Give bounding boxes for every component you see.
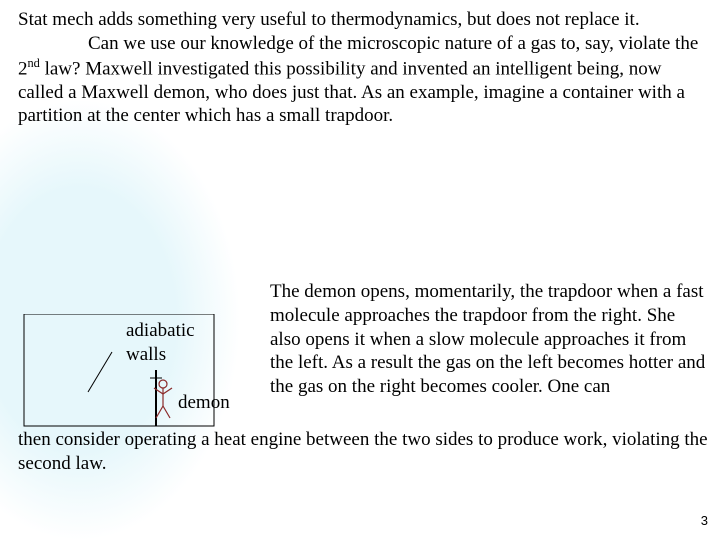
lower-right-text: The demon opens, momentarily, the trapdo… — [270, 280, 710, 399]
para2-tail: law? Maxwell investigated this possibili… — [18, 58, 685, 127]
demon-leg-right — [163, 406, 170, 418]
top-paragraphs: Stat mech adds something very useful to … — [0, 0, 720, 136]
label-demon: demon — [178, 392, 230, 414]
pointer-line — [88, 352, 112, 392]
container-diagram: adiabatic walls demon — [18, 314, 248, 444]
para2-sup: nd — [28, 56, 40, 70]
demon-arm-right — [163, 388, 172, 394]
para1-text: Stat mech adds something very useful to … — [18, 9, 640, 30]
label-walls: walls — [126, 344, 166, 366]
page-number: 3 — [701, 513, 708, 528]
demon-leg-left — [156, 406, 163, 418]
demon-head-icon — [159, 380, 167, 388]
label-adiabatic: adiabatic — [126, 320, 195, 342]
